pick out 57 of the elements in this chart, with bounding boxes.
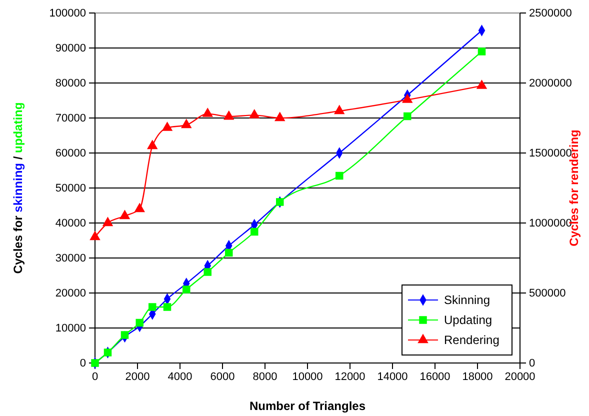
x-tick-label: 18000: [462, 370, 493, 383]
y-tick-label: 90000: [55, 42, 86, 55]
point: [120, 331, 129, 339]
y-tick-label: 10000: [55, 322, 86, 335]
point: [402, 94, 413, 103]
point: [225, 248, 233, 257]
point: [250, 228, 258, 236]
point: [148, 303, 156, 311]
y2-tick-label: 1000000: [529, 218, 572, 230]
point: [204, 268, 212, 276]
y-tick-label: 20000: [55, 288, 86, 300]
x-tick-label: 16000: [420, 370, 450, 383]
y2-tick-label: 500000: [529, 288, 566, 300]
point: [147, 140, 158, 150]
x-axis-title: Number of Triangles: [249, 399, 366, 413]
y2-tick-label: 0: [529, 358, 536, 370]
point: [163, 303, 172, 311]
point: [134, 202, 145, 212]
y-tick-label: 80000: [55, 78, 86, 90]
x-tick-label: 8000: [252, 370, 278, 383]
y-tick-label: 30000: [55, 252, 86, 265]
x-tick-label: 2000: [125, 370, 150, 383]
point: [476, 80, 488, 89]
y-axis-title: Cycles for skinning / updating: [11, 102, 25, 274]
point: [119, 210, 130, 220]
y2-tick-label: 2500000: [529, 8, 572, 20]
y2-tick-label: 2000000: [529, 78, 572, 90]
legend-label: Rendering: [444, 333, 500, 347]
legend-label: Skinning: [444, 293, 490, 307]
x-tick-label: 12000: [334, 370, 366, 383]
point: [404, 112, 412, 120]
y-tick-label: 60000: [55, 148, 86, 160]
point: [181, 118, 192, 128]
legend-label: Updating: [444, 313, 492, 327]
y-tick-label: 40000: [55, 218, 86, 230]
x-tick-label: 14000: [377, 370, 408, 383]
point: [136, 318, 144, 327]
point: [162, 122, 173, 131]
point: [336, 172, 344, 180]
point: [102, 216, 114, 226]
point: [274, 112, 286, 122]
point: [224, 110, 234, 120]
point: [478, 48, 486, 56]
x-tick-label: 4000: [168, 370, 192, 383]
point: [249, 108, 260, 118]
x-tick-label: 10000: [292, 370, 323, 383]
y-tick-label: 0: [80, 358, 86, 370]
x-tick-label: 6000: [210, 370, 235, 383]
x-tick-label: 0: [92, 370, 98, 383]
point: [182, 286, 190, 294]
y-tick-label: 50000: [55, 182, 86, 195]
y-tick-label: 70000: [55, 112, 86, 125]
y-tick-label: 100000: [49, 8, 86, 20]
point: [90, 230, 100, 240]
point: [334, 104, 345, 114]
x-tick-label: 20000: [504, 370, 536, 383]
point: [202, 108, 213, 117]
